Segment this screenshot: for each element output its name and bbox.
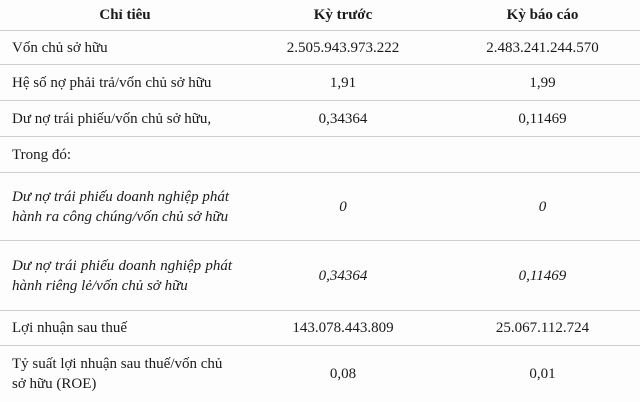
header-reporting-period: Kỳ báo cáo — [506, 7, 579, 23]
row-current-value — [450, 137, 635, 172]
row-label: Lợi nhuận sau thuế — [12, 320, 127, 336]
row-label: Vốn chủ sở hữu — [12, 39, 108, 56]
row-previous-value — [253, 137, 433, 172]
header-indicator: Chỉ tiêu — [99, 7, 151, 23]
row-previous-value: 0,34364 — [318, 110, 368, 127]
row-label-text: Dư nợ trái phiếu doanh nghiệp phát hành … — [12, 257, 232, 294]
row-label: Trong đó: — [12, 146, 72, 163]
table-row: Trong đó: — [0, 136, 640, 172]
table-row: Dư nợ trái phiếu doanh nghiệp phát hành … — [0, 172, 640, 240]
row-current-value: 25.067.112.724 — [495, 320, 590, 336]
row-label-text: Dư nợ trái phiếu doanh nghiệp phát hành … — [12, 188, 230, 225]
row-label: Dư nợ trái phiếu doanh nghiệp phát hành … — [12, 241, 232, 310]
row-current-value: 0,11469 — [518, 110, 567, 127]
row-previous-value: 0,34364 — [318, 267, 368, 284]
row-previous-value: 2.505.943.973.222 — [286, 39, 400, 56]
table-row: Vốn chủ sở hữu 2.505.943.973.222 2.483.2… — [0, 30, 640, 64]
row-current-value: 2.483.241.244.570 — [486, 39, 599, 56]
table-row: Tỷ suất lợi nhuận sau thuế/vốn chủ sở hữ… — [0, 345, 640, 401]
row-previous-value: 0 — [339, 198, 347, 215]
row-label: Tỷ suất lợi nhuận sau thuế/vốn chủ sở hữ… — [12, 346, 227, 401]
row-current-value: 0,11469 — [518, 267, 567, 284]
row-current-value: 1,99 — [529, 74, 556, 91]
row-label: Dư nợ trái phiếu doanh nghiệp phát hành … — [12, 173, 232, 240]
row-previous-value: 1,91 — [329, 74, 357, 91]
row-label-text: Tỷ suất lợi nhuận sau thuế/vốn chủ sở hữ… — [12, 355, 223, 392]
row-label: Dư nợ trái phiếu/vốn chủ sở hữu, — [12, 110, 212, 127]
table-row: Hệ số nợ phải trả/vốn chủ sở hữu 1,91 1,… — [0, 64, 640, 100]
row-current-value: 0 — [538, 198, 547, 215]
table-header-row: Chỉ tiêu Kỳ trước Kỳ báo cáo — [0, 0, 640, 30]
table-row: Dư nợ trái phiếu doanh nghiệp phát hành … — [0, 240, 640, 310]
row-label: Hệ số nợ phải trả/vốn chủ sở hữu — [12, 74, 212, 91]
row-previous-value: 0,08 — [329, 365, 357, 382]
table-row: Lợi nhuận sau thuế 143.078.443.809 25.06… — [0, 310, 640, 345]
row-previous-value: 143.078.443.809 — [292, 320, 394, 336]
table-row: Dư nợ trái phiếu/vốn chủ sở hữu, 0,34364… — [0, 100, 640, 136]
row-current-value: 0,01 — [529, 365, 556, 382]
header-previous-period: Kỳ trước — [313, 7, 373, 23]
